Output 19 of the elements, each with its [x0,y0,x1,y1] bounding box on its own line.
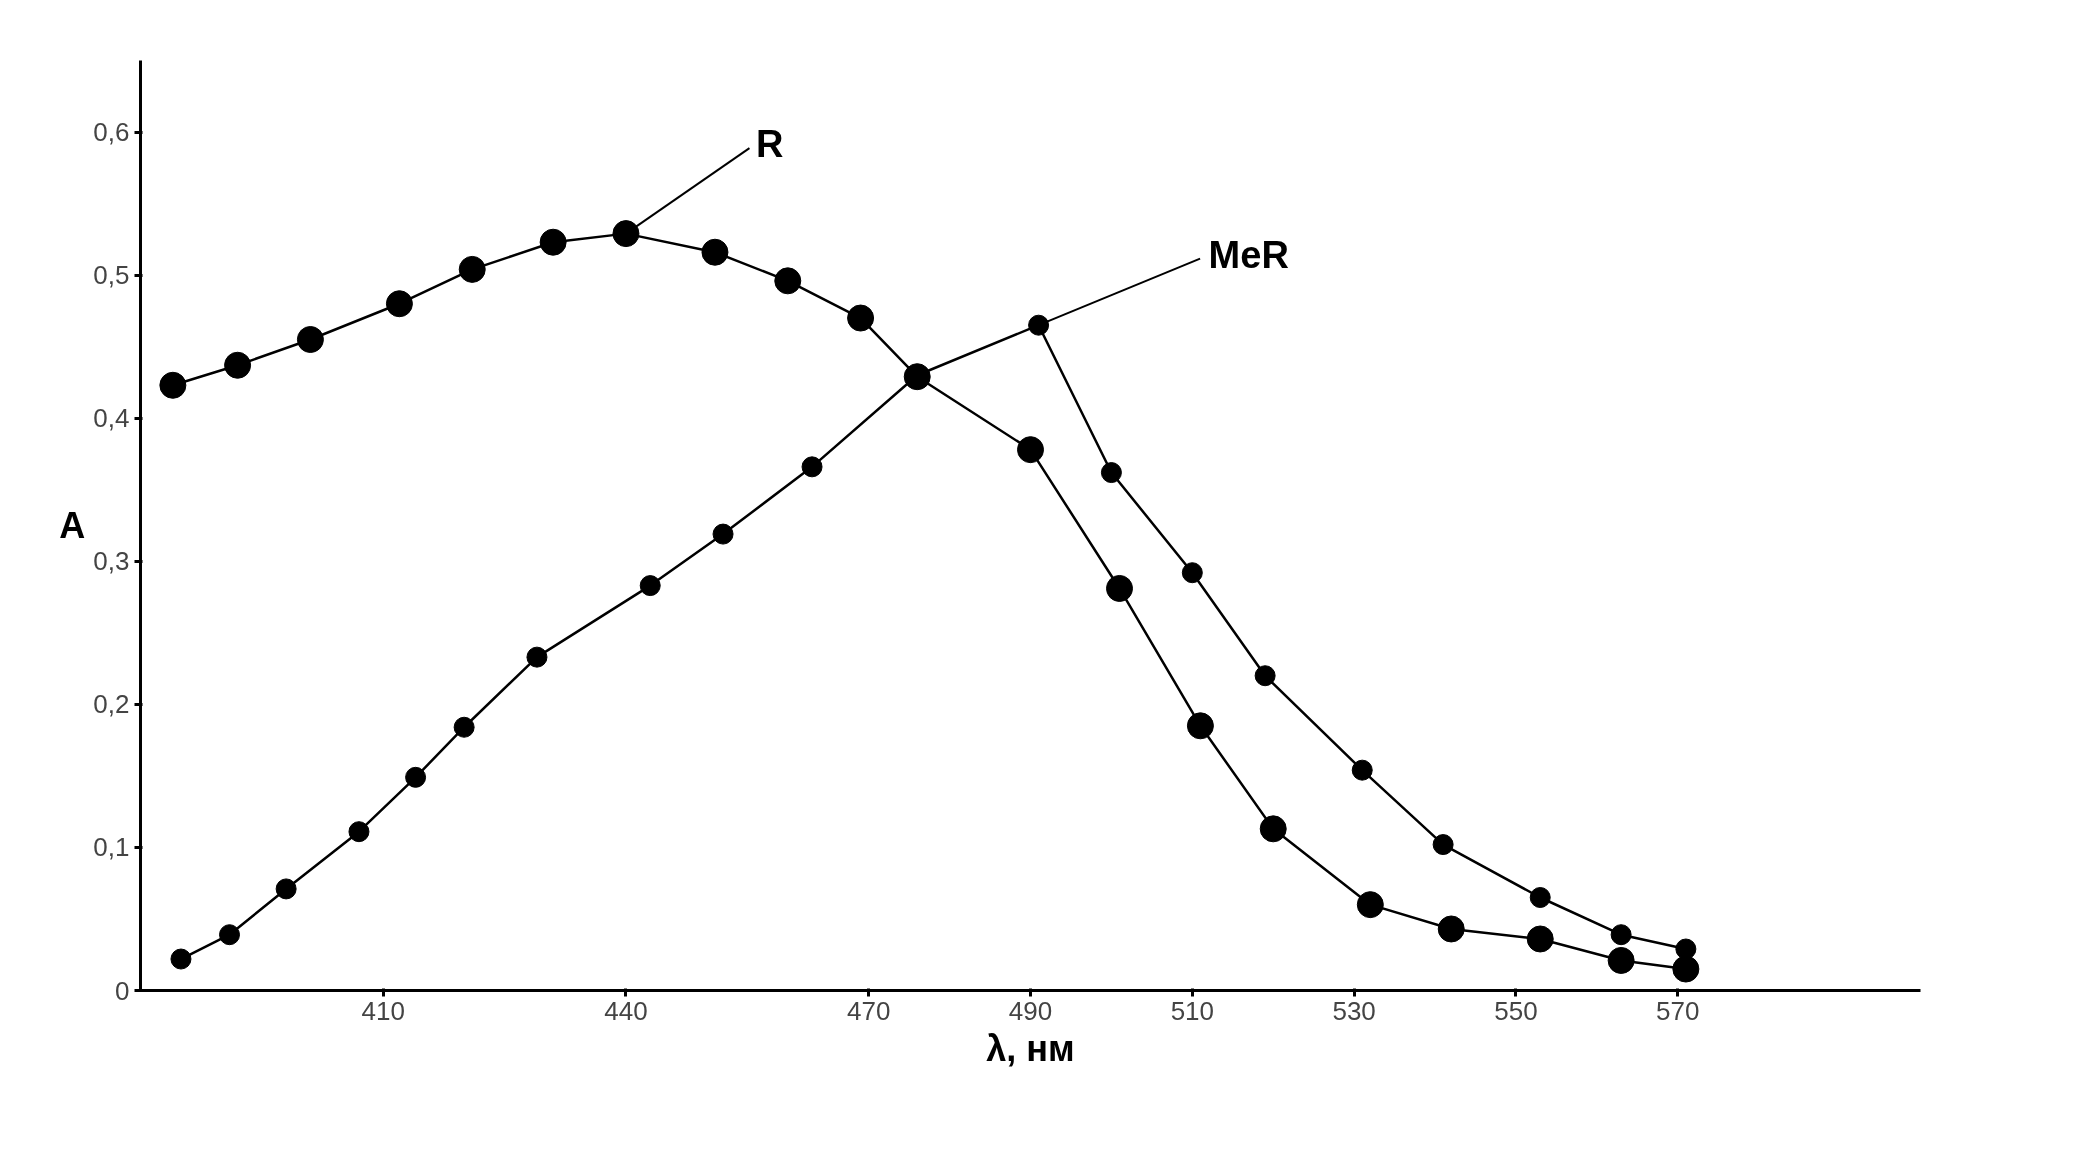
x-tick-label: 510 [1170,995,1215,1026]
y-tick-label: 0,6 [93,117,130,148]
x-tick-label: 490 [1008,995,1053,1026]
x-tick-label: 410 [361,995,405,1026]
y-tick-label: 0 [115,975,130,1006]
text: MeR [1208,234,1289,277]
x-tick-label: 440 [604,995,648,1026]
y-tick-label: 0,1 [93,832,130,863]
x-tick-label: 550 [1494,995,1538,1026]
y-tick-label: 0,5 [93,260,130,291]
y-tick-label: 0,3 [93,546,130,577]
x-tick-label: 530 [1332,995,1376,1026]
x-axis-title: λ, нм [986,1027,1075,1069]
text: R [755,122,784,165]
y-axis-title: A [59,505,86,546]
x-tick-label: 570 [1656,995,1700,1026]
x-tick-label: 470 [846,995,891,1026]
y-tick-label: 0,2 [93,689,130,720]
y-tick-label: 0,4 [93,403,130,434]
